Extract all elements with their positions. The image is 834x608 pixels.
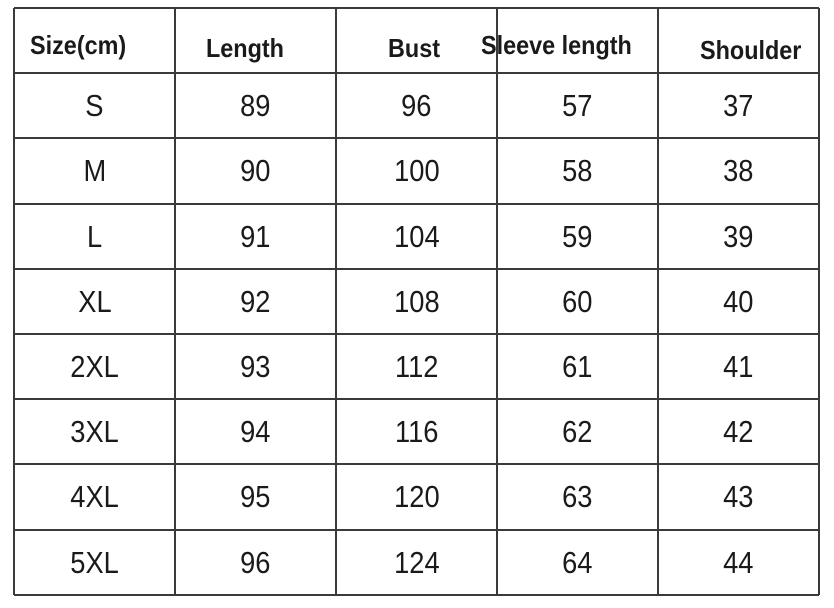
table-cell: 120 bbox=[336, 464, 497, 530]
cell-value: 44 bbox=[723, 544, 754, 580]
table-cell: L bbox=[14, 204, 175, 269]
cell-value: 124 bbox=[393, 544, 440, 580]
table-cell: 108 bbox=[336, 269, 497, 334]
table-cell: 5XL bbox=[14, 530, 175, 595]
cell-value: 42 bbox=[723, 413, 754, 449]
table-cell: 3XL bbox=[14, 399, 175, 464]
cell-value: S bbox=[85, 87, 104, 123]
table-cell: 57 bbox=[497, 73, 658, 138]
table-cell: 89 bbox=[175, 73, 336, 138]
cell-value: 116 bbox=[394, 413, 439, 449]
cell-value: 112 bbox=[394, 348, 439, 384]
header-size: Size(cm) bbox=[30, 30, 127, 60]
cell-value: 108 bbox=[393, 283, 440, 319]
cell-value: 63 bbox=[562, 479, 593, 514]
table-cell: 63 bbox=[497, 464, 658, 530]
table-cell: 90 bbox=[175, 138, 336, 204]
cell-value: 94 bbox=[240, 413, 271, 449]
cell-value: 60 bbox=[562, 283, 593, 319]
cell-value: 96 bbox=[240, 544, 271, 580]
table-cell: 116 bbox=[336, 399, 497, 464]
cell-value: 5XL bbox=[70, 544, 119, 580]
header-bust: Bust bbox=[388, 33, 441, 63]
table-cell: 60 bbox=[497, 269, 658, 334]
header-length: Length bbox=[206, 33, 284, 63]
cell-value: 100 bbox=[393, 153, 440, 188]
table-cell: 61 bbox=[497, 334, 658, 399]
table-cell: 92 bbox=[175, 269, 336, 334]
table-cell: 112 bbox=[336, 334, 497, 399]
table-cell: 104 bbox=[336, 204, 497, 269]
cell-value: 91 bbox=[240, 218, 271, 254]
cell-value: 3XL bbox=[70, 413, 119, 449]
cell-value: 43 bbox=[723, 479, 754, 514]
header-sleeve-length: Sleeve length bbox=[481, 30, 632, 60]
cell-value: 41 bbox=[723, 348, 754, 384]
table-cell: 40 bbox=[658, 269, 819, 334]
cell-value: 90 bbox=[240, 153, 271, 188]
table-cell: 58 bbox=[497, 138, 658, 204]
cell-value: 40 bbox=[723, 283, 754, 319]
table-cell: M bbox=[14, 138, 175, 204]
cell-value: 64 bbox=[562, 544, 593, 580]
table-cell: 44 bbox=[658, 530, 819, 595]
cell-value: 93 bbox=[240, 348, 271, 384]
cell-value: 89 bbox=[240, 87, 271, 123]
cell-value: L bbox=[86, 218, 103, 254]
cell-value: 92 bbox=[240, 283, 271, 319]
table-cell: 38 bbox=[658, 138, 819, 204]
table-cell: 62 bbox=[497, 399, 658, 464]
header-shoulder: Shoulder bbox=[700, 35, 802, 65]
table-cell: 2XL bbox=[14, 334, 175, 399]
cell-value: M bbox=[83, 153, 106, 188]
table-cell: 95 bbox=[175, 464, 336, 530]
table-cell: 91 bbox=[175, 204, 336, 269]
cell-value: 39 bbox=[723, 218, 754, 254]
cell-value: 58 bbox=[562, 153, 593, 188]
cell-value: 59 bbox=[562, 218, 593, 254]
table-cell: 96 bbox=[336, 73, 497, 138]
table-cell: 39 bbox=[658, 204, 819, 269]
cell-value: 38 bbox=[723, 153, 754, 188]
table-cell: 96 bbox=[175, 530, 336, 595]
cell-value: 104 bbox=[393, 218, 440, 254]
table-cell: 59 bbox=[497, 204, 658, 269]
table-cell: 4XL bbox=[14, 464, 175, 530]
cell-value: 62 bbox=[562, 413, 593, 449]
cell-value: 95 bbox=[240, 479, 271, 514]
cell-value: 2XL bbox=[70, 348, 119, 384]
table-cell: 124 bbox=[336, 530, 497, 595]
table-cell: XL bbox=[14, 269, 175, 334]
table-cell: 41 bbox=[658, 334, 819, 399]
cell-value: 37 bbox=[723, 87, 754, 123]
cell-value: 120 bbox=[393, 479, 440, 514]
cell-value: 57 bbox=[562, 87, 593, 123]
table-cell: 42 bbox=[658, 399, 819, 464]
table-cell: 94 bbox=[175, 399, 336, 464]
cell-value: 96 bbox=[401, 87, 432, 123]
table-cell: 93 bbox=[175, 334, 336, 399]
table-cell: 43 bbox=[658, 464, 819, 530]
cell-value: XL bbox=[77, 283, 112, 319]
table-cell: 64 bbox=[497, 530, 658, 595]
table-cell: 37 bbox=[658, 73, 819, 138]
table-cell: S bbox=[14, 73, 175, 138]
table-cell: 100 bbox=[336, 138, 497, 204]
cell-value: 61 bbox=[562, 348, 593, 384]
cell-value: 4XL bbox=[70, 479, 119, 514]
